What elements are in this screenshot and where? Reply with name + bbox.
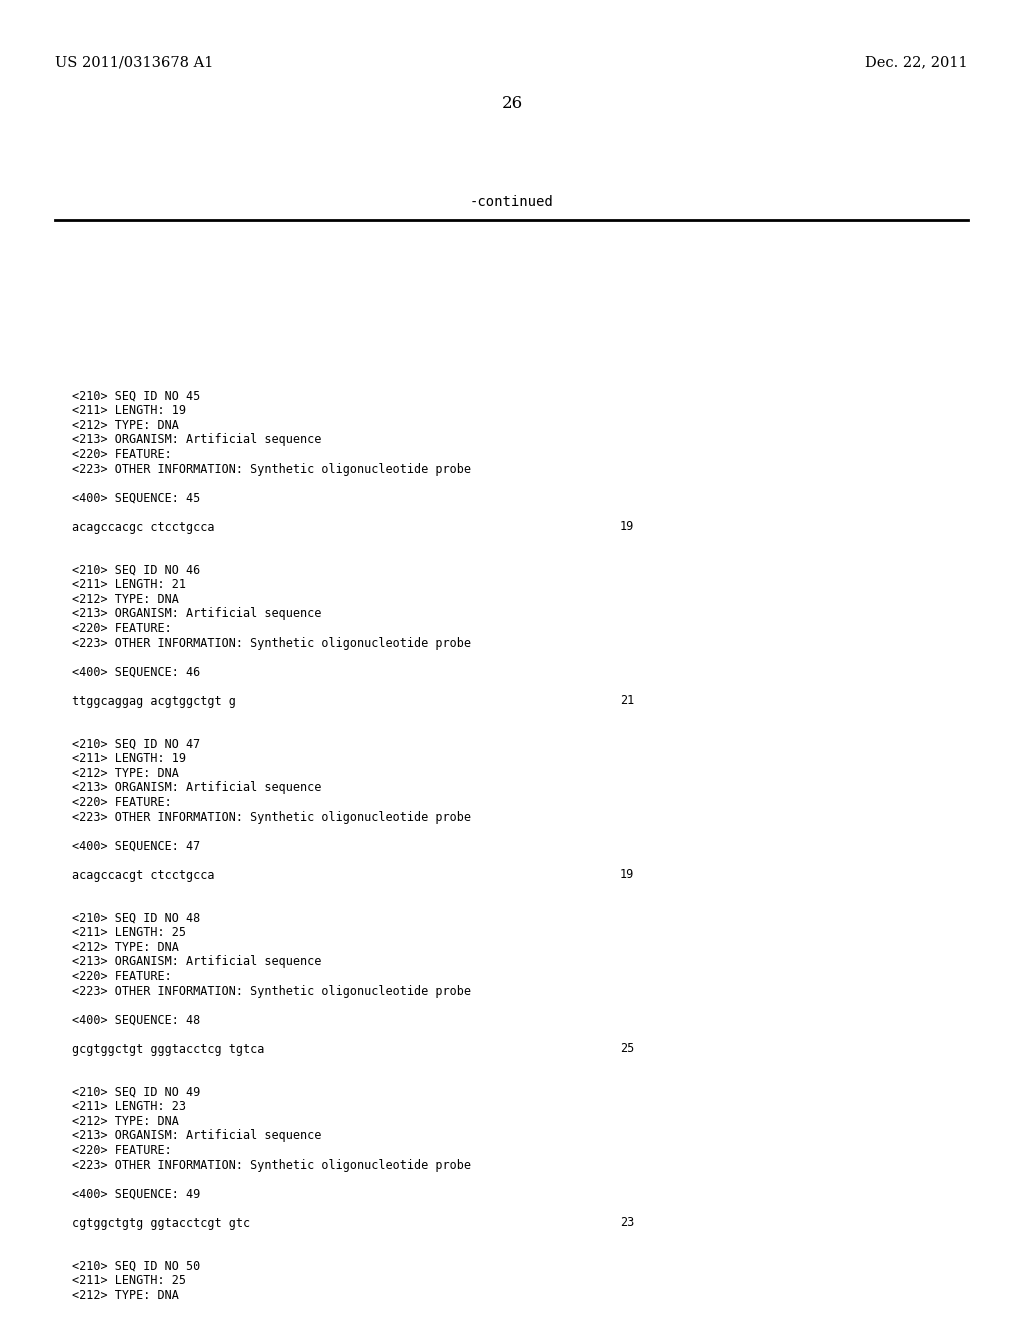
Text: <211> LENGTH: 25: <211> LENGTH: 25 (72, 1275, 186, 1287)
Text: <212> TYPE: DNA: <212> TYPE: DNA (72, 1290, 179, 1302)
Text: 26: 26 (502, 95, 522, 112)
Text: 19: 19 (620, 520, 634, 533)
Text: <400> SEQUENCE: 46: <400> SEQUENCE: 46 (72, 665, 201, 678)
Text: <223> OTHER INFORMATION: Synthetic oligonucleotide probe: <223> OTHER INFORMATION: Synthetic oligo… (72, 636, 471, 649)
Text: <223> OTHER INFORMATION: Synthetic oligonucleotide probe: <223> OTHER INFORMATION: Synthetic oligo… (72, 810, 471, 824)
Text: acagccacgt ctcctgcca: acagccacgt ctcctgcca (72, 869, 214, 882)
Text: <210> SEQ ID NO 47: <210> SEQ ID NO 47 (72, 738, 201, 751)
Text: <220> FEATURE:: <220> FEATURE: (72, 796, 172, 809)
Text: <210> SEQ ID NO 45: <210> SEQ ID NO 45 (72, 389, 201, 403)
Text: 21: 21 (620, 694, 634, 708)
Text: <211> LENGTH: 19: <211> LENGTH: 19 (72, 752, 186, 766)
Text: <400> SEQUENCE: 47: <400> SEQUENCE: 47 (72, 840, 201, 853)
Text: <211> LENGTH: 25: <211> LENGTH: 25 (72, 927, 186, 940)
Text: 23: 23 (620, 1217, 634, 1229)
Text: <400> SEQUENCE: 48: <400> SEQUENCE: 48 (72, 1014, 201, 1027)
Text: <210> SEQ ID NO 49: <210> SEQ ID NO 49 (72, 1086, 201, 1100)
Text: ttggcaggag acgtggctgt g: ttggcaggag acgtggctgt g (72, 694, 236, 708)
Text: <223> OTHER INFORMATION: Synthetic oligonucleotide probe: <223> OTHER INFORMATION: Synthetic oligo… (72, 1159, 471, 1172)
Text: <212> TYPE: DNA: <212> TYPE: DNA (72, 1115, 179, 1129)
Text: <212> TYPE: DNA: <212> TYPE: DNA (72, 767, 179, 780)
Text: <213> ORGANISM: Artificial sequence: <213> ORGANISM: Artificial sequence (72, 956, 322, 969)
Text: <220> FEATURE:: <220> FEATURE: (72, 1144, 172, 1158)
Text: acagccacgc ctcctgcca: acagccacgc ctcctgcca (72, 520, 214, 533)
Text: <213> ORGANISM: Artificial sequence: <213> ORGANISM: Artificial sequence (72, 1130, 322, 1143)
Text: <211> LENGTH: 19: <211> LENGTH: 19 (72, 404, 186, 417)
Text: <210> SEQ ID NO 50: <210> SEQ ID NO 50 (72, 1261, 201, 1272)
Text: 19: 19 (620, 869, 634, 882)
Text: <223> OTHER INFORMATION: Synthetic oligonucleotide probe: <223> OTHER INFORMATION: Synthetic oligo… (72, 985, 471, 998)
Text: <210> SEQ ID NO 46: <210> SEQ ID NO 46 (72, 564, 201, 577)
Text: <210> SEQ ID NO 48: <210> SEQ ID NO 48 (72, 912, 201, 925)
Text: 25: 25 (620, 1043, 634, 1056)
Text: <400> SEQUENCE: 49: <400> SEQUENCE: 49 (72, 1188, 201, 1200)
Text: <212> TYPE: DNA: <212> TYPE: DNA (72, 941, 179, 954)
Text: <213> ORGANISM: Artificial sequence: <213> ORGANISM: Artificial sequence (72, 607, 322, 620)
Text: cgtggctgtg ggtacctcgt gtc: cgtggctgtg ggtacctcgt gtc (72, 1217, 250, 1229)
Text: <213> ORGANISM: Artificial sequence: <213> ORGANISM: Artificial sequence (72, 781, 322, 795)
Text: <211> LENGTH: 23: <211> LENGTH: 23 (72, 1101, 186, 1114)
Text: gcgtggctgt gggtacctcg tgtca: gcgtggctgt gggtacctcg tgtca (72, 1043, 264, 1056)
Text: -continued: -continued (470, 195, 554, 209)
Text: <220> FEATURE:: <220> FEATURE: (72, 622, 172, 635)
Text: <220> FEATURE:: <220> FEATURE: (72, 447, 172, 461)
Text: <213> ORGANISM: Artificial sequence: <213> ORGANISM: Artificial sequence (72, 433, 322, 446)
Text: <400> SEQUENCE: 45: <400> SEQUENCE: 45 (72, 491, 201, 504)
Text: <220> FEATURE:: <220> FEATURE: (72, 970, 172, 983)
Text: Dec. 22, 2011: Dec. 22, 2011 (865, 55, 968, 69)
Text: <223> OTHER INFORMATION: Synthetic oligonucleotide probe: <223> OTHER INFORMATION: Synthetic oligo… (72, 462, 471, 475)
Text: <211> LENGTH: 21: <211> LENGTH: 21 (72, 578, 186, 591)
Text: <212> TYPE: DNA: <212> TYPE: DNA (72, 418, 179, 432)
Text: US 2011/0313678 A1: US 2011/0313678 A1 (55, 55, 213, 69)
Text: <212> TYPE: DNA: <212> TYPE: DNA (72, 593, 179, 606)
